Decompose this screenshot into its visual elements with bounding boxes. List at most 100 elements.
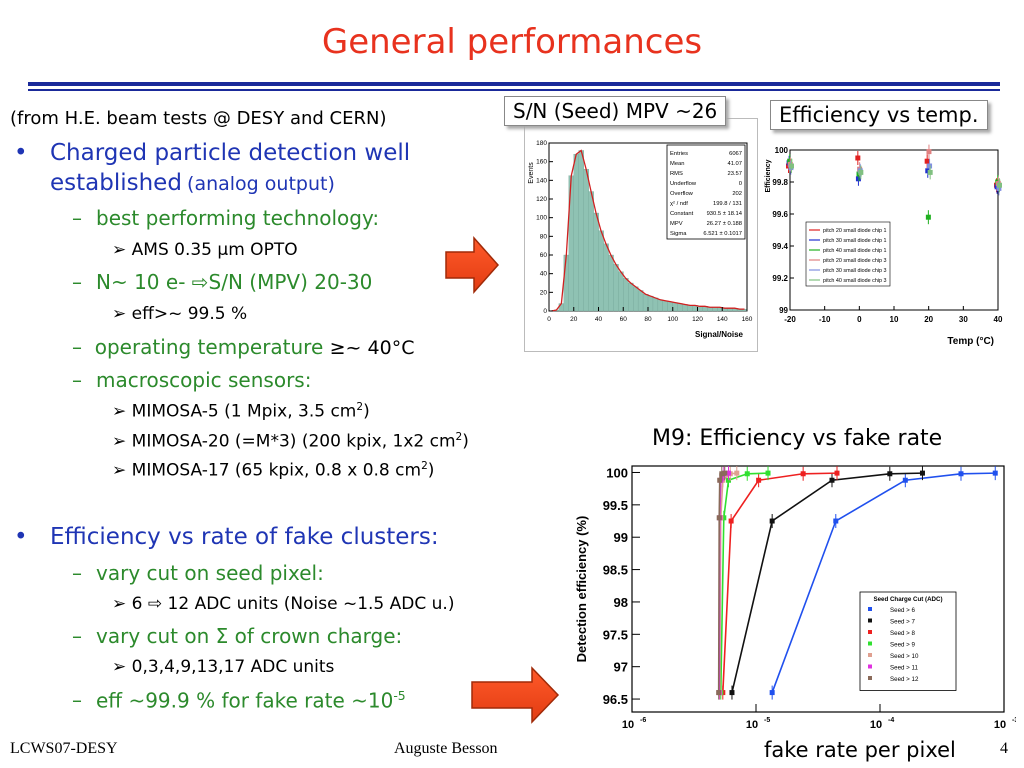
- hist-bar: [563, 254, 570, 312]
- data-point: [716, 515, 722, 521]
- x-tick-label: 40: [595, 316, 603, 323]
- data-point: [800, 471, 806, 477]
- x-tick-label: 30: [959, 315, 968, 324]
- stats-value: 202: [732, 191, 742, 197]
- hist-bar: [593, 212, 599, 312]
- hist-bar: [583, 168, 589, 312]
- data-point: [919, 470, 925, 476]
- sub-noise-prefix: N~ 10 e-: [96, 270, 186, 294]
- item-adc-range: ➢ 6 ⇨ 12 ADC units (Noise ~1.5 ADC u.): [112, 594, 455, 614]
- data-point: [927, 163, 933, 169]
- x-tick-label: 160: [742, 316, 753, 323]
- data-point: [716, 690, 722, 696]
- dash: –: [72, 368, 82, 392]
- hist-bar: [618, 271, 624, 312]
- slide-title: General performances: [321, 22, 703, 62]
- legend-entry: Seed > 6: [890, 607, 916, 614]
- x-tick-label: 20: [924, 315, 933, 324]
- x-tick-label: -20: [784, 315, 796, 324]
- bullet-dot: •: [14, 140, 28, 166]
- legend-entry: Seed > 11: [890, 665, 918, 672]
- title-rule: [28, 82, 1000, 86]
- hist-bar: [642, 294, 649, 312]
- data-point: [725, 470, 731, 476]
- y-axis-label: Detection efficiency (%): [574, 516, 589, 663]
- stats-value: 41.07: [727, 161, 742, 167]
- sn-histogram: 0 20 40 60 80 100 120 140 160 0 20 40 60 80 100 120 140 1…: [528, 140, 753, 339]
- x-tick-exponent: -4: [888, 717, 894, 724]
- y-tick-label: 98.5: [603, 563, 628, 578]
- y-tick-label: 99.6: [772, 210, 788, 219]
- hist-bar: [628, 282, 634, 312]
- data-point: [769, 518, 775, 524]
- data-point: [765, 470, 771, 476]
- y-axis-label: Events: [528, 162, 535, 184]
- item-eff: ➢ eff>~ 99.5 %: [112, 304, 247, 324]
- item-crown-values: ➢ 0,3,4,9,13,17 ADC units: [112, 657, 335, 677]
- fake-rate-panel: 10 -6 10 -5 10 -4 10 -3 96.5 97 97.5 98 98.5 99 99.5 10…: [572, 458, 1018, 742]
- x-tick-label: 100: [667, 316, 678, 323]
- y-tick-label: 80: [540, 233, 548, 240]
- stats-name: MPV: [670, 221, 683, 227]
- sub-best-tech: best performing technology:: [96, 206, 380, 230]
- y-axis-label: Efficiency: [765, 159, 772, 192]
- hist-bar: [667, 301, 674, 312]
- y-tick-label: 98: [614, 595, 628, 610]
- stats-value: 26.27 ± 0.188: [707, 221, 742, 227]
- legend-swatch: [868, 664, 872, 669]
- data-point: [834, 470, 840, 476]
- legend-swatch: [868, 630, 872, 634]
- legend-title: Seed Charge Cut (ADC): [873, 596, 942, 603]
- y-tick-label: 20: [540, 289, 548, 296]
- stats-name: χ² / ndf: [670, 201, 688, 207]
- data-point: [925, 214, 931, 220]
- eff-temp-label: Efficiency vs temp.: [770, 100, 988, 130]
- title-rule-thin: [28, 89, 1000, 91]
- data-point: [855, 176, 861, 182]
- arrow-bullet-icon: ➢: [112, 594, 127, 614]
- sub-noise-suffix: S/N (MPV) 20-30: [208, 270, 373, 294]
- legend-swatch: [868, 676, 872, 680]
- hist-bar: [652, 297, 659, 312]
- data-point: [924, 158, 930, 164]
- legend-entry: Seed > 8: [890, 630, 916, 637]
- stats-name: Sigma: [670, 231, 687, 237]
- data-point: [721, 515, 727, 521]
- hist-bar: [697, 306, 703, 312]
- x-tick-label: 80: [644, 316, 652, 323]
- stats-value: 930.5 ± 18.14: [707, 211, 743, 217]
- item-mimosa20: ➢ MIMOSA-20 (=M*3) (200 kpix, 1x2 cm2): [112, 431, 469, 452]
- hist-bar: [558, 303, 565, 312]
- sigma-symbol: Σ: [215, 624, 229, 648]
- fake-rate-chart: 10 -6 10 -5 10 -4 10 -3 96.5 97 97.5 98 98.5 99 99.5 10…: [574, 465, 1018, 731]
- y-tick-label: 97.5: [603, 627, 628, 642]
- x-tick-exponent: -5: [764, 717, 770, 724]
- x-tick-label: 40: [994, 315, 1003, 324]
- x-tick-label: 10: [870, 719, 882, 731]
- stats-value: 199.8 / 131: [713, 201, 742, 207]
- x-tick-label: 60: [620, 316, 628, 323]
- bullet-detection-note: (analog output): [187, 173, 335, 195]
- data-point: [729, 690, 735, 696]
- data-point: [833, 518, 839, 524]
- sub-eff-result: eff ~99.9 % for fake rate ~10-5: [96, 688, 406, 713]
- footer-event: LCWS07-DESY: [10, 740, 118, 757]
- data-point: [829, 477, 835, 483]
- sn-label: S/N (Seed) MPV ~26: [504, 96, 727, 126]
- data-point: [855, 155, 861, 161]
- data-point: [997, 182, 1002, 188]
- hist-bar: [603, 243, 609, 312]
- sub-temp-value: ≥~ 40°C: [329, 337, 415, 359]
- arrow-bullet-icon: ➢: [112, 401, 127, 422]
- stats-name: Overflow: [670, 191, 694, 197]
- legend-entry: Seed > 12: [890, 676, 919, 683]
- legend-entry: Seed > 10: [890, 653, 919, 660]
- x-tick-label: 10: [622, 719, 634, 731]
- sub-seed-cut: vary cut on seed pixel:: [96, 561, 324, 585]
- hist-bar: [647, 295, 654, 312]
- y-tick-label: 99.4: [772, 242, 788, 251]
- data-point: [789, 163, 794, 169]
- hist-bar: [657, 299, 664, 312]
- hist-bar: [672, 302, 679, 312]
- data-point: [769, 690, 775, 696]
